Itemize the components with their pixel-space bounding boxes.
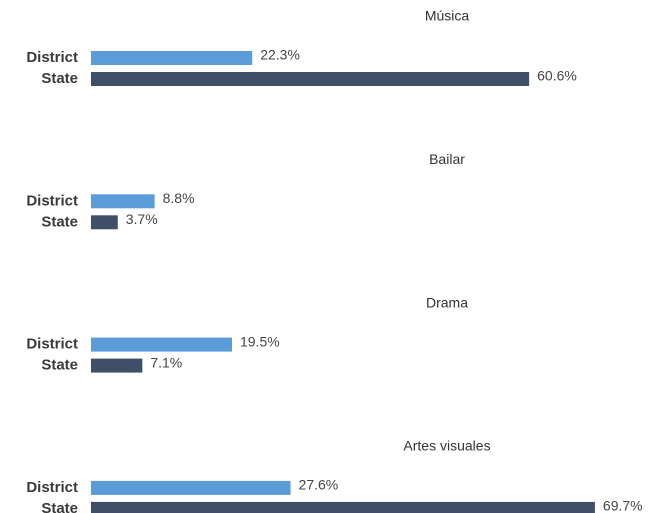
category-label: District [26,49,78,66]
bar [91,194,155,209]
value-label: 8.8% [163,190,195,206]
bar [91,215,118,230]
bar [91,337,232,352]
chart-title: Artes visuales [403,438,490,454]
bar [91,72,530,86]
bar [91,51,253,65]
category-label: District [26,336,78,353]
value-label: 27.6% [299,477,339,493]
value-label: 19.5% [240,333,280,349]
value-label: 7.1% [150,354,182,370]
value-label: 60.6% [537,68,577,84]
bar [91,501,595,513]
chart-title: Música [425,8,470,24]
chart-title: Bailar [429,151,465,167]
category-label: District [26,192,78,209]
value-label: 22.3% [260,47,300,63]
value-label: 69.7% [603,498,643,513]
category-label: District [26,479,78,496]
category-label: State [41,500,78,513]
category-label: State [41,357,78,374]
category-label: State [41,213,78,230]
bar [91,480,291,495]
value-label: 3.7% [126,211,158,227]
chart-title: Drama [426,294,468,310]
category-label: State [41,70,78,87]
bar [91,358,143,373]
